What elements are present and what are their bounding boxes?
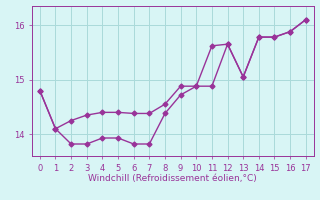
- X-axis label: Windchill (Refroidissement éolien,°C): Windchill (Refroidissement éolien,°C): [88, 174, 257, 183]
